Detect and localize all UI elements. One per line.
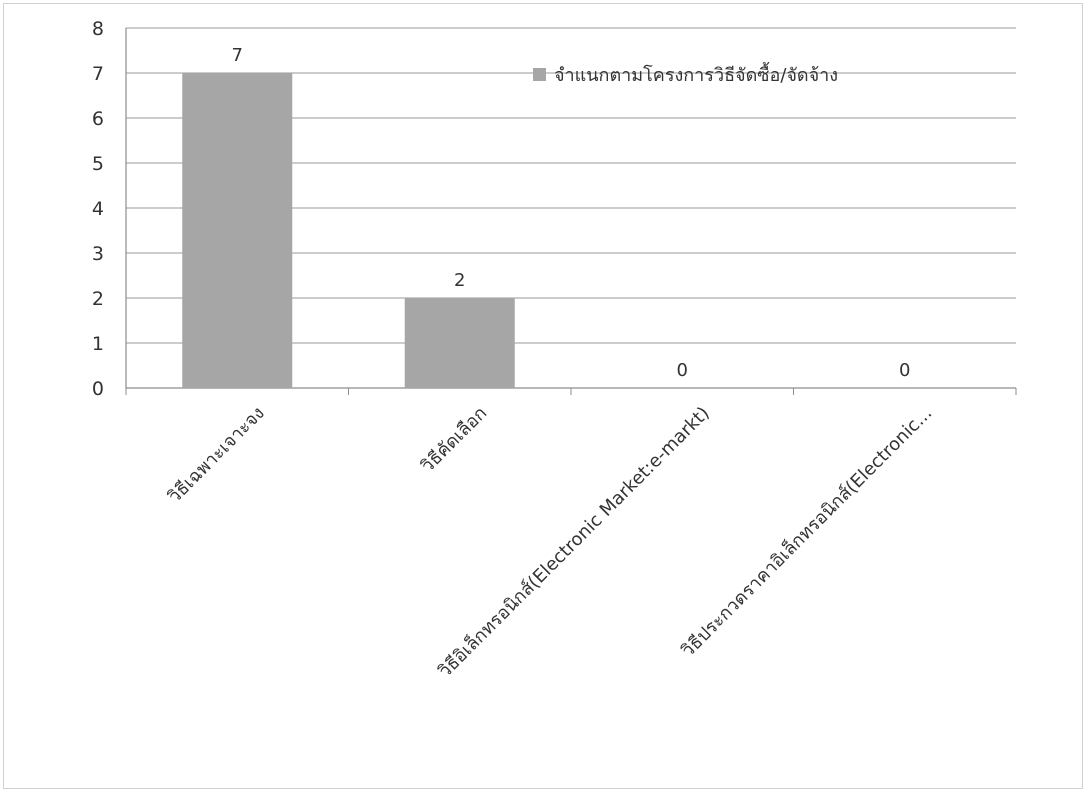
x-category-label: วิธีเฉพาะเจาะจง	[164, 403, 269, 508]
data-label: 7	[232, 45, 243, 66]
bar	[404, 298, 515, 388]
data-label: 0	[899, 360, 910, 381]
legend-swatch	[533, 68, 546, 81]
data-label: 2	[454, 270, 465, 291]
legend-label: จำแนกตามโครงการวิธีจัดซื้อ/จัดจ้าง	[554, 62, 838, 86]
y-tick-label: 1	[92, 333, 104, 355]
y-tick-label: 4	[92, 198, 104, 220]
x-category-label: วิธีประกวดราคาอิเล็กทรอนิกส์(Electronic.…	[676, 401, 936, 661]
y-tick-label: 6	[92, 108, 104, 130]
y-tick-label: 5	[92, 153, 104, 175]
data-label: 0	[677, 360, 688, 381]
y-tick-label: 3	[92, 243, 104, 265]
x-category-label: วิธีคัดเลือก	[417, 403, 491, 477]
y-tick-label: 7	[92, 63, 104, 85]
y-tick-label: 0	[92, 378, 104, 400]
y-tick-label: 8	[92, 18, 104, 40]
x-category-label: วิธีอิเล็กทรอนิกส์(Electronic Market:e-m…	[433, 401, 714, 682]
y-tick-label: 2	[92, 288, 104, 310]
bar	[182, 73, 293, 388]
